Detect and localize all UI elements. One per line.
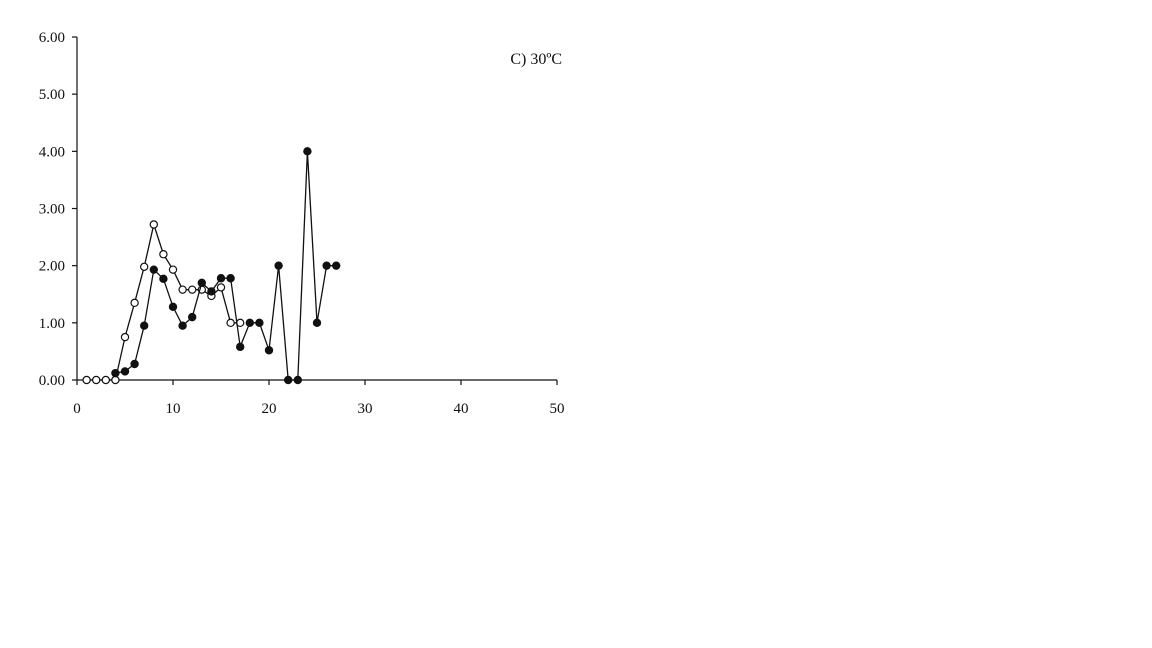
y-axis-ticks: 0.00 1.00 2.00 3.00 4.00 5.00 6.00 xyxy=(39,30,77,389)
open-data-point xyxy=(187,285,197,294)
open-data-point xyxy=(120,332,130,342)
filled-data-point xyxy=(284,375,293,385)
filled-data-point xyxy=(111,368,120,378)
x-tick-label: 30 xyxy=(358,401,373,417)
y-tick-label: 5.00 xyxy=(39,87,65,103)
open-data-point xyxy=(101,375,111,385)
open-data-point xyxy=(82,375,91,385)
chart-axes xyxy=(76,37,557,381)
y-tick-label: 1.00 xyxy=(39,316,65,332)
filled-data-point xyxy=(197,278,206,288)
filled-data-point xyxy=(178,321,187,330)
filled-data-point xyxy=(130,359,139,369)
panel-annotation: C) 30ºC xyxy=(510,51,562,68)
filled-data-point xyxy=(216,274,226,283)
filled-data-point xyxy=(235,342,245,352)
open-data-point xyxy=(91,375,101,385)
y-tick-label: 0.00 xyxy=(39,373,65,389)
filled-data-point xyxy=(120,367,130,376)
open-data-point xyxy=(139,262,149,272)
series-line xyxy=(86,222,241,381)
x-tick-label: 20 xyxy=(262,401,277,417)
filled-data-point xyxy=(159,274,168,284)
series-line xyxy=(115,151,337,381)
filled-data-point xyxy=(149,265,158,274)
x-tick-label: 50 xyxy=(550,401,565,417)
y-tick-label: 4.00 xyxy=(39,144,65,160)
x-tick-label: 40 xyxy=(454,401,469,417)
filled-data-point xyxy=(322,261,331,270)
series-1 xyxy=(82,220,245,385)
filled-data-point xyxy=(245,318,254,328)
filled-data-point xyxy=(226,274,235,283)
y-tick-label: 2.00 xyxy=(39,259,65,275)
y-tick-label: 6.00 xyxy=(39,30,65,46)
open-data-point xyxy=(149,220,158,229)
x-tick-label: 10 xyxy=(166,401,181,417)
filled-data-point xyxy=(312,318,322,328)
filled-data-point xyxy=(303,147,312,156)
filled-data-point xyxy=(293,375,302,385)
x-axis-ticks: 0 10 20 30 40 50 xyxy=(73,380,565,417)
filled-data-point xyxy=(187,312,197,322)
open-data-point xyxy=(159,250,168,259)
filled-data-point xyxy=(139,321,149,330)
open-data-point xyxy=(168,265,178,274)
series-layer xyxy=(82,147,341,385)
open-data-point xyxy=(216,283,226,292)
x-tick-label: 0 xyxy=(73,401,81,417)
filled-data-point xyxy=(264,346,274,355)
open-data-point xyxy=(130,298,139,308)
filled-data-point xyxy=(255,318,264,328)
filled-data-point xyxy=(332,261,341,270)
filled-data-point xyxy=(274,261,283,270)
filled-data-point xyxy=(207,287,216,296)
series-2 xyxy=(111,147,341,385)
filled-data-point xyxy=(168,302,178,312)
open-data-point xyxy=(178,285,187,294)
y-tick-label: 3.00 xyxy=(39,202,65,218)
open-data-point xyxy=(111,375,120,385)
open-data-point xyxy=(226,318,235,328)
